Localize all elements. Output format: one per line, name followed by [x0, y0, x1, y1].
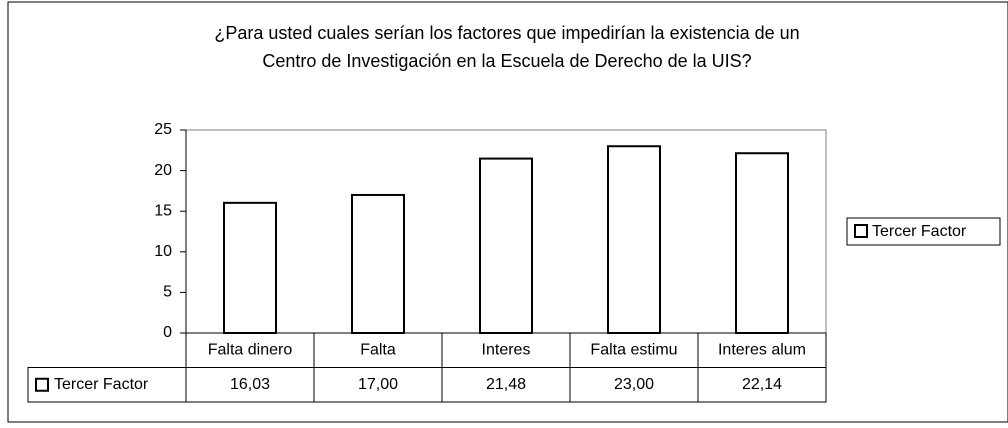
table-value: 17,00: [358, 376, 398, 393]
table-border: [27, 367, 827, 403]
bar: [607, 145, 661, 334]
legend-label: Tercer Factor: [872, 223, 967, 240]
table-value: 21,48: [486, 376, 526, 393]
legend-key: [35, 377, 49, 392]
bar: [735, 152, 789, 334]
y-tick-label: 25: [154, 121, 172, 138]
bar: [223, 201, 277, 334]
legend-key: [854, 224, 868, 238]
x-tick-label: Interes alum: [718, 341, 806, 358]
table-value: 16,03: [230, 376, 270, 393]
table-value: 23,00: [614, 376, 654, 393]
x-tick-label: Falta dinero: [208, 341, 293, 358]
y-tick-label: 20: [154, 162, 172, 179]
legend-box: [846, 217, 1001, 246]
table-value: 22,14: [742, 376, 782, 393]
chart-title: Centro de Investigación en la Escuela de…: [262, 51, 751, 71]
chart-title: ¿Para usted cuales serían los factores q…: [214, 23, 799, 43]
y-tick-label: 5: [163, 284, 172, 301]
table-series-label: Tercer Factor: [54, 376, 149, 393]
x-tick-label: Interes: [482, 341, 531, 358]
x-tick-label: Falta: [360, 341, 396, 358]
bar: [479, 157, 533, 334]
x-tick-label: Falta estimu: [590, 341, 677, 358]
y-tick-label: 10: [154, 243, 172, 260]
bar: [351, 193, 405, 334]
y-tick-label: 0: [163, 324, 172, 341]
y-tick-label: 15: [154, 202, 172, 219]
